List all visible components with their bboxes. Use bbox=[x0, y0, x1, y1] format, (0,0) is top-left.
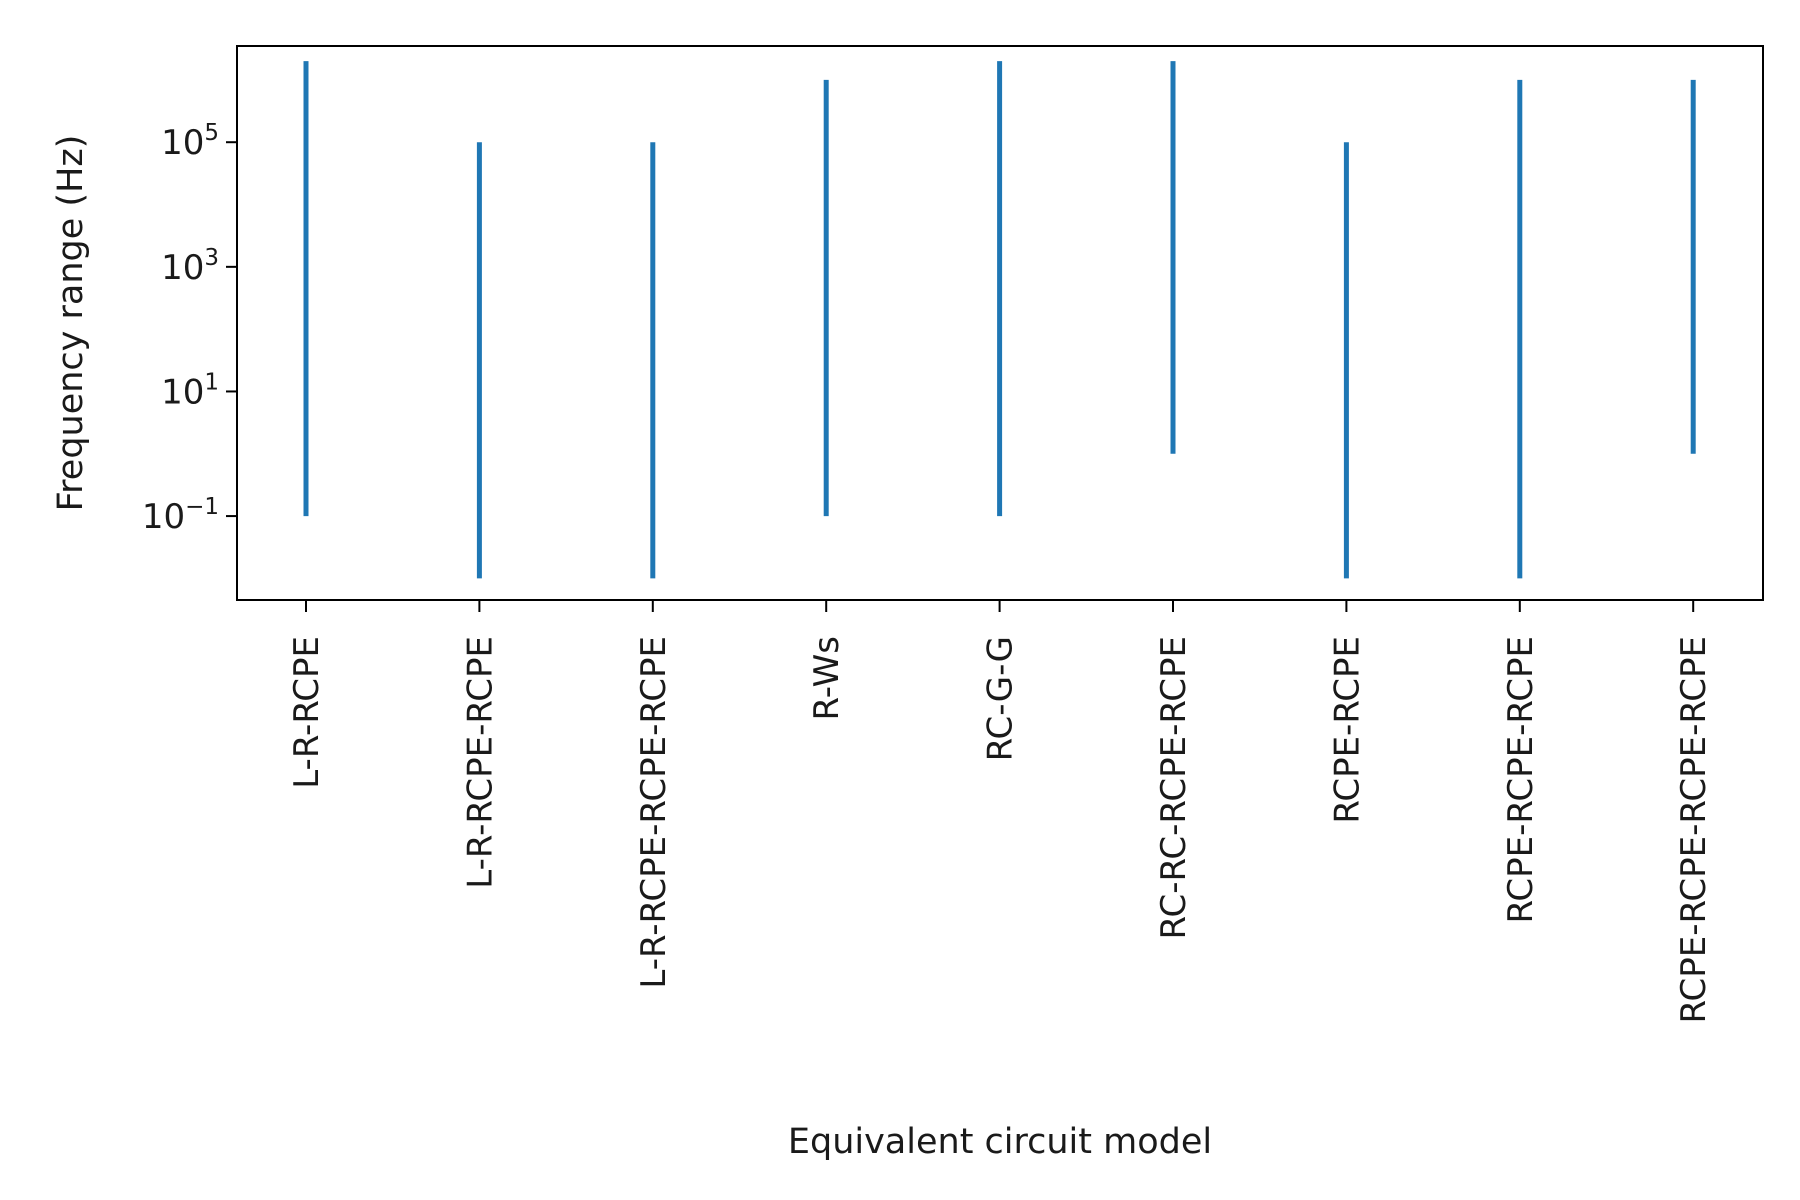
y-tick-label: 101 bbox=[161, 369, 219, 412]
range-lines bbox=[303, 61, 1696, 579]
x-tick-label: L-R-RCPE-RCPE bbox=[460, 636, 500, 889]
x-tick-label: RC-G-G bbox=[981, 636, 1021, 761]
x-tick-label: L-R-RCPE-RCPE-RCPE bbox=[634, 636, 674, 989]
y-tick-label: 10−1 bbox=[142, 494, 219, 537]
y-tick-label: 103 bbox=[161, 245, 219, 288]
x-tick-label: RC-RC-RCPE-RCPE bbox=[1154, 636, 1194, 939]
x-tick-label: L-R-RCPE bbox=[287, 636, 327, 789]
x-tick-label: RCPE-RCPE bbox=[1327, 636, 1367, 824]
x-tick-label: RCPE-RCPE-RCPE-RCPE bbox=[1674, 636, 1714, 1023]
x-tick-label: R-Ws bbox=[807, 636, 847, 720]
x-axis-ticks: L-R-RCPE L-R-RCPE-RCPE L-R-RCPE-RCPE-RCPE R… bbox=[287, 600, 1714, 1023]
y-axis-label: Frequency range (Hz) bbox=[51, 135, 91, 512]
y-tick-label: 105 bbox=[161, 120, 219, 163]
y-axis-ticks: 105 103 101 10−1 bbox=[142, 120, 237, 537]
x-axis-label: Equivalent circuit model bbox=[788, 1122, 1212, 1162]
x-tick-label: RCPE-RCPE-RCPE bbox=[1501, 636, 1541, 924]
